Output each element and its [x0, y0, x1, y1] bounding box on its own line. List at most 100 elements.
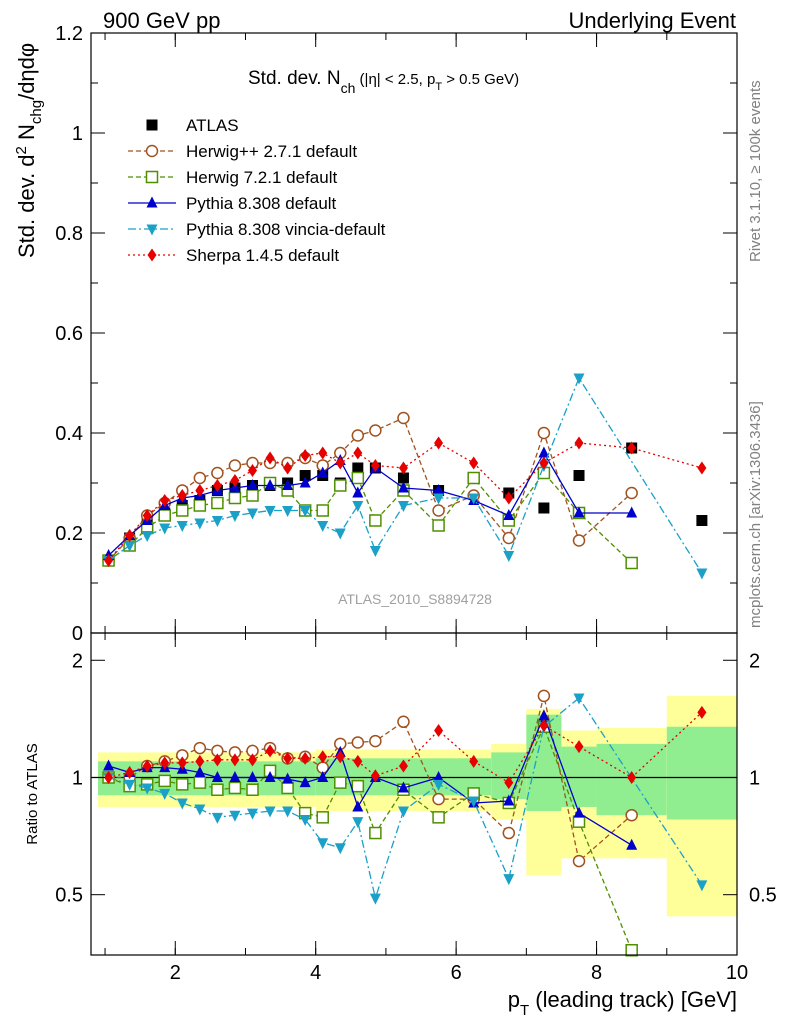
main-series-4-point-11 [299, 506, 311, 517]
main-ytick-label-4: 0.8 [55, 223, 83, 245]
main-series-2-point-17 [432, 519, 445, 532]
ratio-series-4-point-2 [142, 759, 152, 773]
ratio-series-4-point-14 [353, 754, 363, 768]
ratio-series-1-point-3 [158, 774, 171, 788]
main-series-4-point-2 [141, 531, 153, 542]
main-series-3-point-14 [352, 486, 364, 498]
main-series-4-point-21 [573, 373, 585, 385]
main-series-5-point-20 [539, 456, 549, 470]
main-series-4-point-16 [397, 501, 409, 512]
ratio-series-3-point-16 [397, 806, 409, 818]
ratio-series-4-point-5 [195, 754, 205, 768]
ratio-xtick-label-1: 4 [310, 962, 321, 984]
main-series-5-point-3 [160, 494, 170, 507]
main-series-3-point-22 [626, 506, 638, 518]
ratio-series-1-point-5 [193, 776, 207, 789]
ratio-series-3-point-11 [299, 814, 311, 826]
main-series-4-point-8 [247, 508, 258, 520]
main-ytick-label-6: 1.2 [55, 23, 83, 45]
header-left: 900 GeV pp [103, 8, 220, 33]
ratio-xtick-label-4: 10 [726, 962, 748, 984]
main-series-0-point-20 [538, 502, 550, 514]
main-series-5-point-0 [104, 554, 114, 567]
main-series-2-point-22 [625, 556, 638, 570]
main-series-1-point-7 [228, 459, 242, 472]
ratio-series-4-point-9 [265, 744, 275, 758]
ratio-series-1-point-13 [334, 776, 347, 789]
ratio-series-2-point-0 [103, 759, 115, 771]
main-series-4-point-5 [194, 518, 206, 530]
main-series-5-point-10 [283, 461, 293, 475]
ratio-series-2-point-14 [352, 800, 364, 812]
ratio-series-line-1 [108, 725, 633, 951]
main-series-4-point-1 [124, 541, 136, 552]
legend-marker-1 [145, 144, 159, 158]
legend-label-5: Sherpa 1.4.5 default [186, 246, 339, 265]
main-series-4-point-4 [176, 521, 188, 532]
main-series-0-point-11 [299, 470, 311, 481]
main-series-3-point-17 [433, 484, 445, 495]
ratio-series-1-point-4 [176, 778, 189, 791]
ratio-xtick-label-0: 2 [170, 962, 181, 984]
main-series-3-point-11 [299, 476, 311, 488]
ratio-series-2-point-5 [194, 765, 206, 777]
main-series-3-point-10 [282, 479, 294, 490]
main-series-4-point-13 [334, 528, 346, 540]
main-series-2-point-18 [467, 471, 480, 485]
main-axis-ticks: 0 0.2 0.4 0.6 0.8 1 1.2 [55, 23, 738, 645]
main-series-1-point-15 [369, 424, 382, 437]
ratio-series-1-point-17 [432, 811, 445, 824]
ratio-series-0-point-5 [193, 741, 207, 755]
ratio-series-4-point-4 [177, 756, 187, 770]
ratio-series-2-point-10 [282, 772, 294, 784]
main-series-5-point-18 [469, 456, 479, 470]
ratio-series-4-point-23 [697, 705, 707, 719]
main-series-4-point-10 [282, 506, 294, 517]
ratio-series-4-point-10 [283, 751, 293, 765]
ratio-series-3-point-2 [141, 783, 153, 795]
main-series-5-point-12 [318, 446, 328, 460]
ratio-series-2-point-16 [397, 781, 409, 793]
main-series-4-point-12 [317, 521, 329, 532]
main-series-4-point-14 [352, 501, 364, 512]
main-series-5-point-14 [353, 446, 363, 460]
main-series-0-point-16 [397, 472, 409, 484]
ratio-series-0-point-16 [397, 715, 410, 729]
legend-marker-5 [147, 248, 157, 262]
main-ytick-label-0: 0 [72, 623, 83, 645]
ratio-ytick-label-1: 1 [72, 767, 83, 789]
main-series-4-point-15 [369, 546, 381, 557]
ratio-series-3-point-10 [282, 806, 294, 818]
ratio-series-1-point-10 [281, 781, 294, 795]
main-series-4-point-9 [264, 506, 276, 517]
main-series-3-point-19 [503, 509, 515, 520]
ratio-series-2-point-20 [538, 709, 550, 721]
ratio-series-2-point-8 [247, 770, 258, 782]
main-series-3-point-8 [247, 479, 258, 490]
legend-marker-3 [146, 196, 158, 208]
main-series-2-point-3 [158, 509, 171, 522]
ratio-series-4-point-15 [370, 769, 380, 783]
ratio-series-3-point-22 [696, 880, 708, 892]
ratio-series-4-point-13 [335, 750, 345, 764]
ratio-series-3-point-9 [264, 806, 276, 818]
main-series-5-point-8 [248, 464, 257, 477]
ratio-series-4-point-0 [104, 770, 114, 784]
main-y-axis-label: Std. dev. d2 Nchg/dηdφ [13, 43, 45, 258]
main-series-line-4 [108, 376, 703, 574]
main-series-5-point-13 [335, 456, 345, 470]
main-series-3-point-9 [264, 479, 276, 490]
ratio-series-4-point-11 [300, 751, 310, 765]
main-ytick-label-3: 0.6 [55, 323, 83, 345]
mcplots-label: mcplots.cern.ch [arXiv:1306.3436] [747, 401, 764, 628]
ratio-series-1-point-6 [211, 783, 224, 797]
legend-label-3: Pythia 8.308 default [186, 194, 337, 213]
ratio-series-1-point-12 [316, 811, 329, 824]
ratio-series-4-point-19 [504, 776, 514, 790]
legend-marker-0 [146, 119, 158, 131]
ratio-series-3-point-8 [247, 808, 258, 820]
ratio-series-4-point-17 [434, 724, 444, 738]
ratio-series-4-point-3 [160, 756, 170, 770]
main-series-5-point-6 [212, 479, 222, 492]
ratio-series-4-point-8 [248, 753, 257, 767]
